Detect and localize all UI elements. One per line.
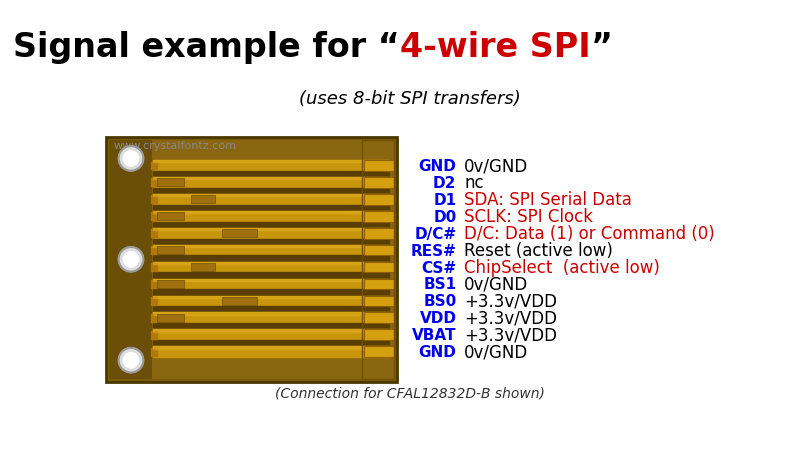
Text: nc: nc <box>464 174 484 192</box>
Bar <box>364 313 394 324</box>
Text: ChipSelect  (active low): ChipSelect (active low) <box>464 258 660 276</box>
Bar <box>222 298 258 305</box>
Text: D0: D0 <box>434 209 457 224</box>
Text: www.crystalfontz.com: www.crystalfontz.com <box>114 141 237 151</box>
Text: SCLK: SPI Clock: SCLK: SPI Clock <box>464 208 594 226</box>
Circle shape <box>123 353 138 368</box>
Bar <box>222 230 258 238</box>
Text: RES#: RES# <box>410 243 457 258</box>
Bar <box>157 179 184 187</box>
Bar <box>106 137 397 382</box>
Bar <box>364 161 394 172</box>
Text: GND: GND <box>418 344 457 359</box>
Bar <box>364 296 394 307</box>
Bar <box>191 196 214 204</box>
Text: +3.3v/VDD: +3.3v/VDD <box>464 292 558 310</box>
Bar <box>364 177 394 188</box>
Text: BS0: BS0 <box>423 294 457 308</box>
Circle shape <box>123 252 138 268</box>
Bar <box>110 141 394 379</box>
Bar <box>364 228 394 239</box>
Bar <box>157 247 184 254</box>
Bar <box>364 211 394 222</box>
Text: SDA: SPI Serial Data: SDA: SPI Serial Data <box>464 191 632 209</box>
Text: 0v/GND: 0v/GND <box>464 157 529 175</box>
Bar <box>364 279 394 290</box>
Text: CS#: CS# <box>422 260 457 275</box>
Text: D/C: Data (1) or Command (0): D/C: Data (1) or Command (0) <box>464 225 715 243</box>
Text: 0v/GND: 0v/GND <box>464 275 529 293</box>
Bar <box>364 194 394 205</box>
Text: D/C#: D/C# <box>414 226 457 241</box>
Bar <box>157 314 184 322</box>
Text: (uses 8-bit SPI transfers): (uses 8-bit SPI transfers) <box>299 90 521 108</box>
Bar <box>362 141 394 379</box>
Circle shape <box>123 152 138 167</box>
Text: (Connection for CFAL12832D-B shown): (Connection for CFAL12832D-B shown) <box>275 386 545 399</box>
Bar <box>157 213 184 221</box>
Text: 4-wire SPI: 4-wire SPI <box>400 31 590 64</box>
Bar <box>364 347 394 357</box>
Bar <box>110 141 152 379</box>
Text: GND: GND <box>418 158 457 173</box>
Text: BS1: BS1 <box>423 277 457 292</box>
Bar <box>364 262 394 273</box>
Text: Signal example for “: Signal example for “ <box>14 31 400 64</box>
Text: ”: ” <box>590 31 613 64</box>
Bar <box>364 330 394 340</box>
Bar <box>157 280 184 288</box>
Text: +3.3v/VDD: +3.3v/VDD <box>464 309 558 327</box>
Bar <box>364 245 394 256</box>
Text: VBAT: VBAT <box>412 328 457 343</box>
Text: VDD: VDD <box>419 311 457 326</box>
Circle shape <box>118 248 143 272</box>
Text: 0v/GND: 0v/GND <box>464 343 529 361</box>
Circle shape <box>118 147 143 172</box>
Bar <box>191 263 214 271</box>
Circle shape <box>118 348 143 373</box>
Text: D1: D1 <box>434 192 457 207</box>
Text: Reset (active low): Reset (active low) <box>464 242 613 259</box>
Text: D2: D2 <box>433 176 457 190</box>
Text: +3.3v/VDD: +3.3v/VDD <box>464 326 558 344</box>
